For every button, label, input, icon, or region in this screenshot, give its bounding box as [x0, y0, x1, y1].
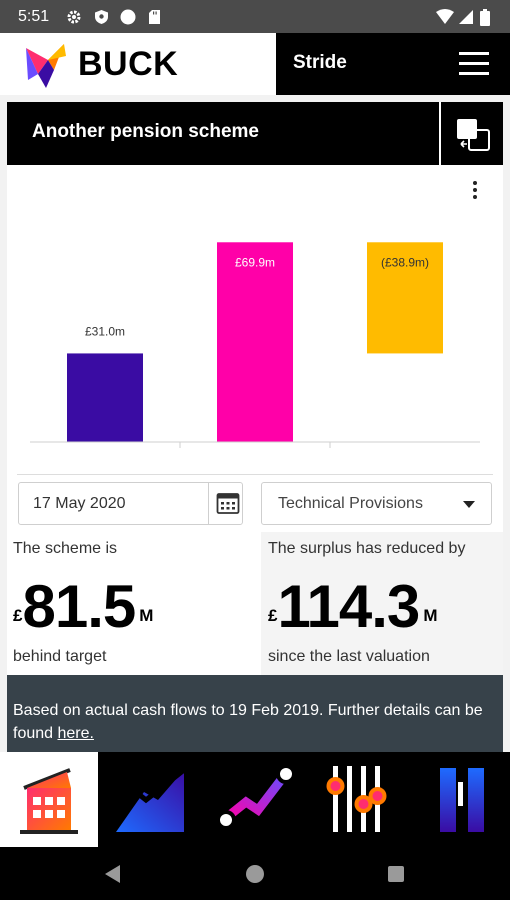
valuation-date-field[interactable]: 17 May 2020: [18, 482, 243, 525]
bottom-nav: [0, 752, 510, 847]
logo-text: BUCK: [78, 45, 179, 83]
hamburger-menu-icon[interactable]: [457, 47, 491, 81]
bar-chart: £31.0m £69.9m (£38.9m): [30, 242, 480, 448]
currency-symbol: £: [268, 606, 278, 625]
surplus-figure: £114.3 M: [268, 572, 437, 641]
currency-symbol: £: [13, 606, 23, 625]
basis-value: Technical Provisions: [278, 495, 423, 512]
info-banner: Based on actual cash flows to 19 Feb 201…: [7, 675, 503, 752]
home-icon: [20, 768, 78, 834]
nav-home[interactable]: [0, 752, 98, 847]
bars-icon: [440, 768, 484, 832]
info-text: Based on actual cash flows to 19 Feb 201…: [13, 702, 483, 742]
funding-basis-select[interactable]: Technical Provisions: [261, 482, 492, 525]
surplus-change-stat: The surplus has reduced by £114.3 M since…: [261, 532, 503, 675]
growth-chart-icon: [114, 768, 186, 832]
more-vertical-icon[interactable]: [469, 181, 481, 205]
wifi-icon: [436, 9, 454, 24]
deficit-caption: The scheme is: [13, 540, 118, 557]
logo[interactable]: BUCK: [0, 33, 276, 95]
nav-growth[interactable]: [98, 752, 202, 847]
deficit-footer: behind target: [13, 648, 107, 665]
gear-icon: [67, 10, 81, 24]
deficit-stat: The scheme is £81.5 M behind target: [7, 532, 261, 675]
surplus-caption: The surplus has reduced by: [268, 540, 466, 557]
system-nav-bar: [0, 847, 510, 900]
journey-icon: [216, 764, 296, 830]
chart-separator: [17, 474, 493, 475]
bar-value-label: (£38.9m): [381, 255, 429, 269]
nav-sliders[interactable]: [306, 752, 410, 847]
unit-label: M: [139, 606, 154, 625]
back-icon[interactable]: [104, 864, 122, 884]
buck-logo-icon: [26, 44, 66, 88]
unit-label: M: [423, 606, 438, 625]
card-header: Another pension scheme: [7, 102, 503, 165]
signal-icon: [459, 10, 473, 24]
battery-icon: [480, 9, 490, 26]
details-link[interactable]: here.: [57, 725, 94, 742]
status-bar: 5:51: [0, 0, 510, 33]
recents-icon[interactable]: [387, 865, 405, 883]
nav-bars[interactable]: [410, 752, 510, 847]
scheme-title: Another pension scheme: [32, 121, 259, 142]
deficit-figure: £81.5 M: [13, 572, 153, 641]
header-divider: [439, 102, 441, 165]
app-title: Stride: [293, 52, 347, 73]
app-bar: BUCK Stride: [0, 33, 510, 95]
bar-value-label: £31.0m: [85, 324, 125, 338]
surplus-footer: since the last valuation: [268, 648, 430, 665]
chart-bar[interactable]: [217, 242, 293, 442]
calendar-icon[interactable]: [216, 491, 240, 515]
date-value: 17 May 2020: [33, 495, 126, 512]
chart-bar[interactable]: [67, 353, 143, 442]
circle-icon: [120, 9, 136, 25]
nav-journey[interactable]: [202, 752, 306, 847]
switch-scheme-icon[interactable]: [453, 116, 491, 152]
bar-value-label: £69.9m: [235, 255, 275, 269]
home-circle-icon[interactable]: [245, 864, 265, 884]
surplus-value: 114.3: [277, 573, 420, 640]
sd-card-icon: [149, 10, 160, 24]
dropdown-caret-icon: [463, 501, 475, 508]
status-time: 5:51: [18, 8, 50, 25]
sliders-icon: [326, 766, 387, 832]
deficit-value: 81.5: [22, 573, 136, 640]
scheme-card: Another pension scheme £31.0m £69.9m (£38.…: [7, 102, 503, 752]
chart-bar[interactable]: [367, 242, 443, 354]
shield-icon: [95, 10, 108, 24]
date-field-divider: [208, 483, 209, 524]
